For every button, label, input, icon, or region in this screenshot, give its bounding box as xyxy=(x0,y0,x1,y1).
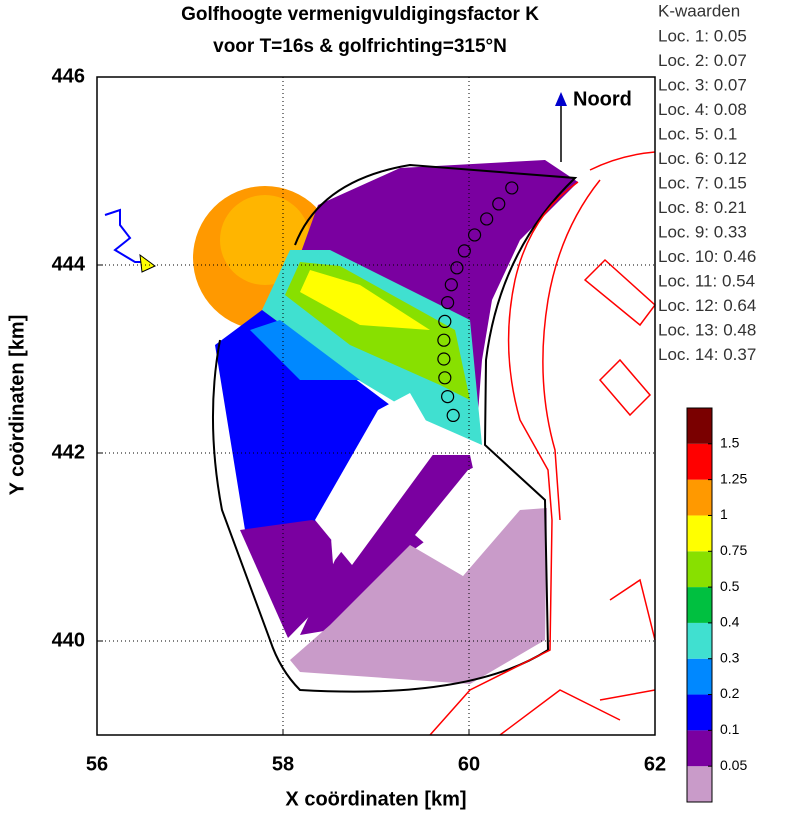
contour-field xyxy=(193,160,578,684)
location-marker xyxy=(480,212,494,226)
location-marker xyxy=(492,197,506,211)
north-arrowhead xyxy=(555,92,567,106)
colorbar-tick-label: 0.05 xyxy=(720,757,747,773)
colorbar-tick-label: 0.2 xyxy=(720,685,740,701)
location-marker xyxy=(444,278,458,292)
location-marker xyxy=(467,228,482,242)
y-tick-label: 446 xyxy=(52,65,85,87)
contour-fill xyxy=(290,508,547,684)
location-marker xyxy=(441,296,455,310)
x-tick-label: 62 xyxy=(644,753,666,775)
legend-entry: Loc. 13: 0.48 xyxy=(658,320,756,339)
colorbar-tick-label: 0.3 xyxy=(720,649,740,665)
location-marker xyxy=(450,261,464,275)
north-label: Noord xyxy=(573,88,632,110)
colorbar-band xyxy=(687,587,712,623)
colorbar-band xyxy=(687,479,712,516)
contour-fill xyxy=(300,160,578,440)
chart-subtitle: voor T=16s & golfrichting=315°N xyxy=(213,36,507,57)
contour-fill xyxy=(250,320,360,380)
colorbar-band xyxy=(687,622,712,659)
location-marker xyxy=(505,181,519,195)
x-tick-label: 58 xyxy=(272,753,294,775)
coast-line xyxy=(429,181,579,736)
legend-entry: Loc. 7: 0.15 xyxy=(658,173,747,192)
colorbar-tick-label: 1.5 xyxy=(720,435,740,451)
location-marker xyxy=(441,390,455,404)
legend-entry: Loc. 9: 0.33 xyxy=(658,222,747,241)
y-tick-label: 444 xyxy=(52,253,86,275)
land-hole xyxy=(315,393,440,565)
contour-fill xyxy=(300,270,430,330)
colorbar-tick-label: 0.1 xyxy=(720,721,740,737)
legend-entry: Loc. 5: 0.1 xyxy=(658,124,737,143)
legend-entry: Loc. 4: 0.08 xyxy=(658,100,747,119)
contour-fill xyxy=(300,455,480,635)
x-tick-label: 56 xyxy=(86,753,108,775)
colorbar-tick-label: 1 xyxy=(720,506,728,522)
colorbar-band xyxy=(687,766,712,802)
colorbar-band xyxy=(687,443,712,480)
legend-entry: Loc. 1: 0.05 xyxy=(658,26,747,45)
colorbar-band xyxy=(687,408,712,444)
colorbar-band xyxy=(687,658,712,695)
colorbar-tick-label: 1.25 xyxy=(720,470,747,486)
contour-fill xyxy=(240,520,335,638)
location-marker xyxy=(437,333,451,347)
y-tick-label: 442 xyxy=(52,441,85,463)
legend-entry: Loc. 3: 0.07 xyxy=(658,75,747,94)
direction-wave xyxy=(104,208,148,263)
legend-entry: Loc. 2: 0.07 xyxy=(658,51,747,70)
direction-icon xyxy=(104,208,156,273)
colorbar-tick-label: 0.5 xyxy=(720,578,740,594)
legend-entry: Loc. 11: 0.54 xyxy=(658,271,755,290)
colorbar-band xyxy=(687,551,712,588)
legend-entry: Loc. 12: 0.64 xyxy=(658,296,756,315)
coast-line xyxy=(499,578,656,736)
colorbar-band xyxy=(687,730,712,767)
location-marker xyxy=(437,352,451,366)
location-marker xyxy=(446,408,460,422)
y-tick-label: 440 xyxy=(52,629,85,651)
direction-arrow xyxy=(139,253,156,273)
legend-title: K-waarden xyxy=(658,1,740,20)
location-marker xyxy=(457,244,471,258)
colorbar-tick-label: 0.4 xyxy=(720,614,740,630)
colorbar-tick-label: 0.75 xyxy=(720,542,747,558)
colorbar-frame xyxy=(686,407,713,803)
coast-line xyxy=(542,151,656,521)
colorbar-band xyxy=(687,694,712,731)
legend-entry: Loc. 10: 0.46 xyxy=(658,247,756,266)
legend-entry: Loc. 6: 0.12 xyxy=(658,149,747,168)
legend-entry: Loc. 8: 0.21 xyxy=(658,198,747,217)
domain-boundary xyxy=(212,163,578,693)
chart-title: Golfhoogte vermenigvuldigingsfactor K xyxy=(181,4,539,25)
location-marker xyxy=(438,371,452,385)
land-hole xyxy=(415,458,530,576)
x-tick-label: 60 xyxy=(458,753,480,775)
location-marker xyxy=(438,314,452,328)
colorbar-band xyxy=(687,515,712,552)
y-axis-label: Y coördinaten [km] xyxy=(6,315,28,496)
x-axis-label: X coördinaten [km] xyxy=(285,788,466,810)
legend-entry: Loc. 14: 0.37 xyxy=(658,345,756,364)
